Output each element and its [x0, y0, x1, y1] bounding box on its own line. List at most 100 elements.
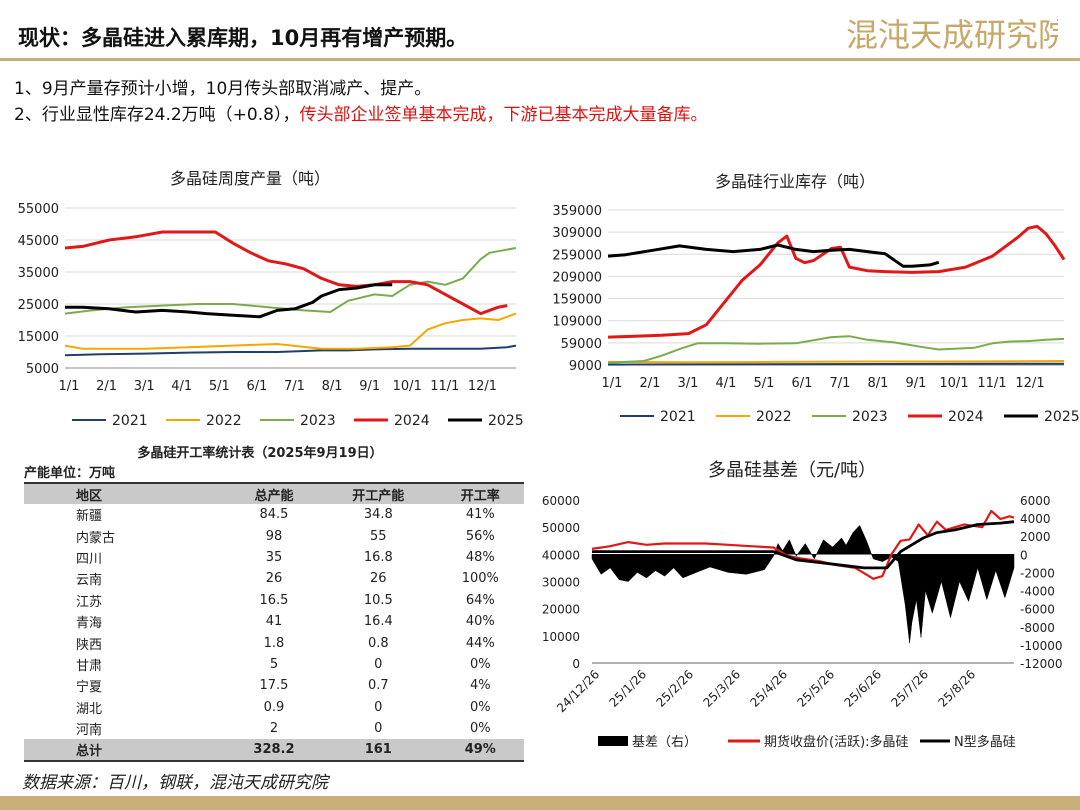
total-rate: 49%	[436, 739, 524, 762]
data-source: 数据来源：百川，钢联，混沌天成研究院	[22, 773, 328, 793]
legend-label-2022: 2022	[206, 413, 242, 429]
legend-swatch-basis	[598, 736, 628, 746]
cell-rate: 56%	[465, 528, 495, 544]
bullet-2-highlight: 传头部企业签单基本完成，下游已基本完成大量备库。	[299, 105, 708, 125]
y-tick-label: 109000	[552, 315, 602, 330]
x-tick-label: 25/2/26	[654, 667, 697, 710]
y-right-tick-label: 2000	[1020, 530, 1051, 544]
table-row: 甘肃 5 0 0%	[24, 654, 524, 675]
y-tick-label: 9000	[569, 359, 602, 374]
legend-label-2022: 2022	[756, 409, 792, 425]
cell-capacity: 1.8	[263, 635, 285, 651]
total-region: 总计	[24, 739, 228, 762]
x-tick-label: 25/4/26	[748, 667, 791, 710]
legend-label-2021: 2021	[112, 413, 148, 429]
production-chart-title: 多晶硅周度产量（吨）	[170, 169, 331, 188]
series-line-2021	[607, 362, 1065, 366]
inventory-chart-title: 多晶硅行业库存（吨）	[715, 172, 876, 191]
cell-rate: 0%	[469, 699, 491, 715]
y-right-tick-label: -6000	[1020, 603, 1055, 617]
x-tick-label: 25/6/26	[842, 667, 885, 710]
cell-active-capacity: 55	[370, 528, 387, 544]
cell-capacity: 35	[265, 549, 283, 565]
series-area-basis	[591, 524, 1015, 644]
y-tick-label: 209000	[552, 270, 602, 285]
cell-capacity: 5	[269, 656, 279, 672]
y-right-tick-label: -10000	[1020, 639, 1063, 653]
y-left-tick-label: 30000	[542, 576, 580, 590]
y-tick-label: 359000	[552, 204, 602, 219]
cell-capacity: 2	[269, 721, 279, 737]
cell-region: 青海	[76, 616, 103, 632]
y-left-tick-label: 40000	[542, 548, 580, 562]
cell-active-capacity: 0	[374, 699, 383, 715]
series-line-2021	[64, 344, 517, 357]
y-right-tick-label: -4000	[1020, 585, 1055, 599]
y-tick-label: 5000	[26, 362, 59, 377]
cell-capacity: 41	[265, 614, 283, 630]
cell-rate: 0%	[469, 656, 491, 672]
cell-capacity: 84.5	[259, 507, 289, 523]
series-line-2022	[607, 360, 1065, 364]
y-tick-label: 35000	[18, 266, 59, 281]
cell-region: 云南	[76, 573, 103, 589]
col-header-active-capacity: 开工产能	[320, 482, 437, 504]
utilization-table: 地区 总产能 开工产能 开工率 新疆 84.5 34.8 41% 内蒙古 98 55 56% 四…	[24, 482, 524, 762]
cell-capacity: 16.5	[259, 592, 289, 608]
x-tick-label: 11/1	[430, 379, 459, 394]
x-tick-label: 25/8/26	[936, 667, 979, 710]
x-tick-label: 3/1	[134, 379, 155, 394]
table-total-row: 总计 328.2 161 49%	[24, 739, 524, 762]
legend-label-n-type: N型多晶硅	[954, 734, 1016, 750]
legend-label-futures-close: 期货收盘价(活跃):多晶硅	[764, 734, 909, 750]
page-title: 现状：多晶硅进入累库期，10月再有增产预期。	[18, 26, 468, 50]
y-tick-label: 259000	[552, 248, 602, 263]
y-right-tick-label: -8000	[1020, 621, 1055, 635]
table-title: 多晶硅开工率统计表（2025年9月19日）	[137, 446, 383, 461]
cell-active-capacity: 0	[374, 656, 383, 672]
x-tick-label: 25/5/26	[795, 667, 838, 710]
table-unit: 产能单位：万吨	[24, 466, 116, 481]
x-tick-label: 5/1	[209, 379, 230, 394]
table-row: 内蒙古 98 55 56%	[24, 525, 524, 546]
cell-rate: 44%	[465, 635, 495, 651]
col-header-capacity: 总产能	[227, 482, 321, 504]
cell-region: 新疆	[76, 509, 103, 525]
cell-capacity: 0.9	[263, 699, 285, 715]
cell-active-capacity: 26	[370, 571, 387, 587]
series-line-2022	[64, 312, 517, 350]
x-tick-label: 3/1	[678, 376, 699, 391]
x-tick-label: 24/12/26	[554, 667, 602, 715]
table-row: 湖北 0.9 0 0%	[24, 697, 524, 718]
series-line-2023	[64, 247, 517, 315]
cell-active-capacity: 10.5	[363, 592, 393, 608]
cell-region: 四川	[76, 551, 103, 567]
cell-region: 陕西	[76, 637, 103, 653]
col-header-region: 地区	[24, 482, 228, 504]
series-line-2023	[607, 335, 1065, 364]
x-tick-label: 10/1	[393, 379, 422, 394]
cell-region: 江苏	[76, 594, 103, 610]
x-tick-label: 7/1	[284, 379, 305, 394]
x-tick-label: 25/7/26	[889, 667, 932, 710]
x-tick-label: 1/1	[602, 376, 623, 391]
cell-active-capacity: 0.7	[367, 678, 389, 694]
bullet-1: 1、9月产量存预计小增，10月传头部取消减产、提产。	[14, 74, 431, 99]
legend-label-2021: 2021	[660, 409, 696, 425]
col-header-rate: 开工率	[436, 482, 524, 504]
legend-label-2025: 2025	[488, 413, 524, 429]
y-tick-label: 55000	[18, 202, 59, 217]
table-row: 宁夏 17.5 0.7 4%	[24, 675, 524, 696]
cell-region: 甘肃	[76, 658, 103, 674]
y-tick-label: 15000	[18, 330, 59, 345]
series-line-n-type-polysilicon	[592, 520, 1015, 570]
table-row: 四川 35 16.8 48%	[24, 547, 524, 568]
x-tick-label: 6/1	[792, 376, 813, 391]
bullet-2: 2、行业显性库存24.2万吨（+0.8），传头部企业签单基本完成，下游已基本完成…	[14, 100, 707, 125]
basis-chart: 0100002000030000400005000060000-12000-10…	[542, 494, 1063, 750]
table-row: 云南 26 26 100%	[24, 568, 524, 589]
legend-label-2025: 2025	[1044, 409, 1080, 425]
legend-label-2024: 2024	[394, 413, 430, 429]
cell-rate: 41%	[465, 507, 495, 523]
cell-rate: 48%	[465, 549, 495, 565]
